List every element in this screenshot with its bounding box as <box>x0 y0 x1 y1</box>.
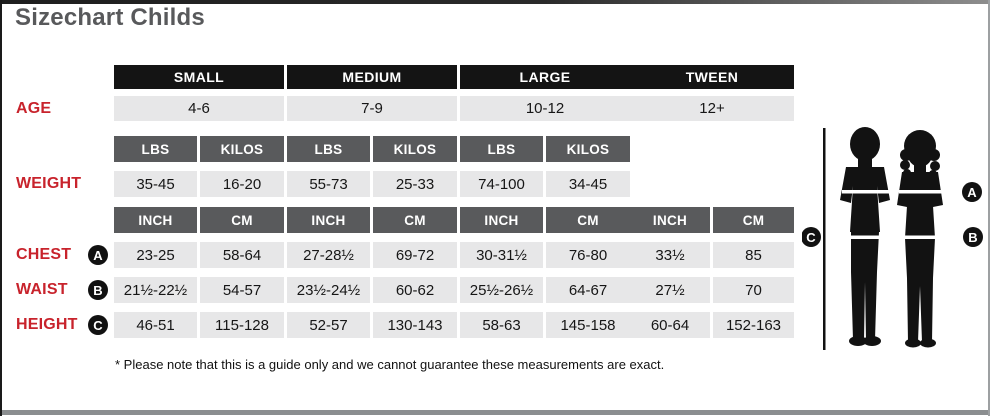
unit-header-inch: INCH <box>460 207 543 233</box>
unit-header-cm: CM <box>546 207 630 233</box>
waist-value: 54-57 <box>200 277 284 303</box>
top-border-bar <box>2 0 988 4</box>
chest-measure-line <box>899 190 945 194</box>
svg-text:A: A <box>967 185 977 200</box>
height-row-label: HEIGHT C <box>16 312 110 338</box>
height-value: 130-143 <box>373 312 457 338</box>
height-label-text: HEIGHT <box>16 316 78 333</box>
footnote: * Please note that this is a guide only … <box>115 357 665 372</box>
unit-header-kilos: KILOS <box>546 136 630 162</box>
unit-header-inch: INCH <box>287 207 370 233</box>
chest-value: 33½ <box>630 242 710 268</box>
age-value-small: 4-6 <box>114 96 284 121</box>
height-value: 58-63 <box>460 312 543 338</box>
chest-value: 27-28½ <box>287 242 370 268</box>
height-value: 145-158 <box>546 312 630 338</box>
chest-value: 76-80 <box>546 242 630 268</box>
weight-value: 16-20 <box>200 171 284 197</box>
size-column-header-medium: MEDIUM <box>287 65 457 89</box>
waist-value: 27½ <box>630 277 710 303</box>
unit-header-lbs: LBS <box>460 136 543 162</box>
waist-value: 21½-22½ <box>114 277 197 303</box>
unit-header-lbs: LBS <box>114 136 197 162</box>
age-label-text: AGE <box>16 99 52 117</box>
height-value: 115-128 <box>200 312 284 338</box>
height-value: 152-163 <box>713 312 794 338</box>
boy-silhouette <box>840 127 890 346</box>
unit-header-inch: INCH <box>114 207 197 233</box>
age-value-medium: 7-9 <box>287 96 457 121</box>
bottom-border-bar <box>2 410 988 415</box>
waist-label-text: WAIST <box>16 281 68 298</box>
chest-badge-a: A <box>88 245 108 265</box>
chest-measure-line <box>842 190 892 194</box>
waist-measure-line <box>842 235 946 239</box>
waist-badge-b: B <box>88 280 108 300</box>
children-silhouette-diagram: A B C <box>802 127 983 350</box>
size-column-header-small: SMALL <box>114 65 284 89</box>
unit-header-lbs: LBS <box>287 136 370 162</box>
chest-row-label: CHEST A <box>16 242 110 268</box>
svg-text:B: B <box>968 230 977 245</box>
unit-header-cm: CM <box>713 207 794 233</box>
waist-value: 64-67 <box>546 277 630 303</box>
waist-row-label: WAIST B <box>16 277 110 303</box>
diagram-badge-a: A <box>962 182 982 202</box>
height-badge-c: C <box>88 315 108 335</box>
waist-value: 25½-26½ <box>460 277 543 303</box>
waist-value: 60-62 <box>373 277 457 303</box>
weight-value: 34-45 <box>546 171 630 197</box>
size-column-header-large: LARGE <box>460 65 630 89</box>
weight-value: 35-45 <box>114 171 197 197</box>
height-measure-line <box>823 128 826 350</box>
weight-value: 25-33 <box>373 171 457 197</box>
chest-value: 85 <box>713 242 794 268</box>
unit-header-cm: CM <box>373 207 457 233</box>
chest-label-text: CHEST <box>16 246 72 263</box>
chest-value: 58-64 <box>200 242 284 268</box>
weight-label-text: WEIGHT <box>16 175 82 192</box>
chest-value: 23-25 <box>114 242 197 268</box>
age-row-label: AGE <box>16 96 110 121</box>
age-value-large: 10-12 <box>460 96 630 121</box>
waist-value: 23½-24½ <box>287 277 370 303</box>
diagram-badge-b: B <box>963 227 983 247</box>
unit-header-inch: INCH <box>630 207 710 233</box>
height-value: 60-64 <box>630 312 710 338</box>
unit-header-kilos: KILOS <box>200 136 284 162</box>
svg-text:C: C <box>806 230 816 245</box>
unit-header-kilos: KILOS <box>373 136 457 162</box>
height-value: 46-51 <box>114 312 197 338</box>
chest-value: 69-72 <box>373 242 457 268</box>
unit-header-cm: CM <box>200 207 284 233</box>
height-value: 52-57 <box>287 312 370 338</box>
weight-value: 55-73 <box>287 171 370 197</box>
weight-row-label: WEIGHT <box>16 171 110 197</box>
age-value-tween: 12+ <box>630 96 794 121</box>
waist-value: 70 <box>713 277 794 303</box>
girl-silhouette <box>897 130 943 348</box>
weight-value: 74-100 <box>460 171 543 197</box>
chest-value: 30-31½ <box>460 242 543 268</box>
size-column-header-tween: TWEEN <box>630 65 794 89</box>
diagram-badge-c: C <box>802 227 821 247</box>
page-title: Sizechart Childs <box>15 4 205 31</box>
